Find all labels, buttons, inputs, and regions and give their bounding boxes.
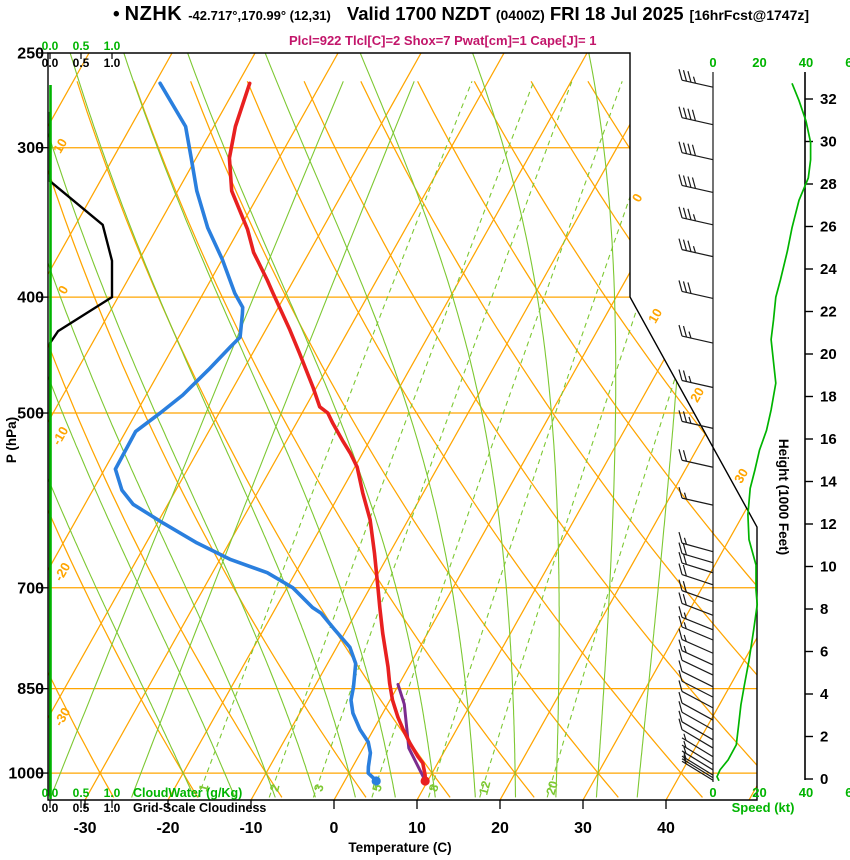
svg-text:0.5: 0.5 xyxy=(73,786,90,800)
forecast-hour: [16hrFcst@1747z] xyxy=(689,7,810,23)
svg-text:Speed (kt): Speed (kt) xyxy=(732,800,795,815)
svg-text:40: 40 xyxy=(799,55,813,70)
valid-time-zulu: (0400Z) xyxy=(495,7,545,23)
svg-text:2: 2 xyxy=(820,729,828,746)
station-id: NZHK xyxy=(124,3,183,25)
svg-text:60: 60 xyxy=(845,785,850,800)
temperature-curve xyxy=(227,81,428,783)
svg-text:10: 10 xyxy=(820,559,837,576)
svg-text:28: 28 xyxy=(820,176,837,193)
dewpoint-curve xyxy=(113,81,379,783)
svg-text:-10: -10 xyxy=(239,820,262,837)
svg-text:20: 20 xyxy=(752,55,766,70)
svg-text:Height (1000 Feet): Height (1000 Feet) xyxy=(776,439,791,555)
svg-text:-20: -20 xyxy=(51,560,73,584)
surface-temperature-dot xyxy=(420,776,430,786)
svg-text:24: 24 xyxy=(820,261,837,278)
svg-text:0.0: 0.0 xyxy=(42,39,59,53)
svg-text:-30: -30 xyxy=(73,820,96,837)
svg-text:20: 20 xyxy=(820,346,837,363)
svg-text:20: 20 xyxy=(752,785,766,800)
svg-text:300: 300 xyxy=(17,140,44,157)
svg-text:Grid-Scale Cloudiness: Grid-Scale Cloudiness xyxy=(133,801,266,815)
svg-text:20: 20 xyxy=(544,779,561,796)
svg-text:Temperature (C): Temperature (C) xyxy=(348,840,451,855)
svg-text:0.0: 0.0 xyxy=(42,56,59,70)
svg-text:0.5: 0.5 xyxy=(73,39,90,53)
svg-text:0: 0 xyxy=(820,771,828,788)
svg-text:40: 40 xyxy=(799,785,813,800)
svg-text:1: 1 xyxy=(196,783,211,793)
svg-text:850: 850 xyxy=(17,681,44,698)
svg-text:40: 40 xyxy=(657,820,675,837)
profiles xyxy=(48,81,430,799)
svg-text:22: 22 xyxy=(820,304,837,321)
svg-text:10: 10 xyxy=(50,136,70,156)
svg-text:30: 30 xyxy=(731,466,751,486)
svg-text:30: 30 xyxy=(820,134,837,151)
svg-text:0: 0 xyxy=(629,191,646,205)
valid-time: Valid 1700 NZDT xyxy=(346,3,491,24)
svg-text:4: 4 xyxy=(820,686,829,703)
svg-text:12: 12 xyxy=(476,779,493,796)
svg-text:0.5: 0.5 xyxy=(73,56,90,70)
station-bullet-icon: • xyxy=(113,4,120,25)
svg-text:250: 250 xyxy=(17,46,44,63)
svg-text:8: 8 xyxy=(426,783,441,793)
svg-text:1.0: 1.0 xyxy=(104,56,121,70)
svg-text:26: 26 xyxy=(820,219,837,236)
skewt-grid xyxy=(48,53,757,800)
svg-text:-20: -20 xyxy=(156,820,179,837)
speed-curve xyxy=(716,82,812,782)
svg-text:30: 30 xyxy=(574,820,592,837)
svg-text:12: 12 xyxy=(820,516,837,533)
svg-text:400: 400 xyxy=(17,290,44,307)
station-coordinates: -42.717°,170.99° (12,31) xyxy=(188,8,331,23)
svg-text:0: 0 xyxy=(709,785,716,800)
chart-header: • NZHK -42.717°,170.99° (12,31) Valid 17… xyxy=(113,3,809,26)
wind-barbs-group xyxy=(678,69,714,781)
valid-date: FRI 18 Jul 2025 xyxy=(549,3,684,24)
svg-text:5: 5 xyxy=(370,783,385,793)
svg-text:2: 2 xyxy=(267,783,282,793)
svg-text:60: 60 xyxy=(845,55,850,70)
parcel-curve xyxy=(396,682,427,783)
svg-text:0: 0 xyxy=(330,820,339,837)
svg-text:20: 20 xyxy=(687,385,707,405)
svg-text:0: 0 xyxy=(55,283,72,297)
svg-text:32: 32 xyxy=(820,91,837,108)
svg-text:700: 700 xyxy=(17,580,44,597)
svg-text:-10: -10 xyxy=(49,424,71,448)
svg-text:10: 10 xyxy=(408,820,426,837)
surface-dewpoint-dot xyxy=(371,776,381,786)
svg-text:CloudWater (g/Kg): CloudWater (g/Kg) xyxy=(133,786,242,800)
svg-text:1000: 1000 xyxy=(8,766,44,783)
svg-text:16: 16 xyxy=(820,431,837,448)
svg-text:1.0: 1.0 xyxy=(104,39,121,53)
svg-text:500: 500 xyxy=(17,406,44,423)
svg-text:P (hPa): P (hPa) xyxy=(4,417,19,463)
svg-text:14: 14 xyxy=(820,474,837,491)
svg-text:0.0: 0.0 xyxy=(42,786,59,800)
svg-text:0: 0 xyxy=(709,55,716,70)
svg-text:3: 3 xyxy=(311,783,326,793)
wind-panel xyxy=(678,69,813,782)
svg-text:6: 6 xyxy=(820,644,828,661)
svg-text:1.0: 1.0 xyxy=(104,786,121,800)
svg-text:10: 10 xyxy=(645,306,665,326)
svg-text:18: 18 xyxy=(820,389,837,406)
svg-text:20: 20 xyxy=(491,820,509,837)
svg-text:8: 8 xyxy=(820,601,828,618)
svg-text:-30: -30 xyxy=(51,705,73,729)
sounding-parameters: Plcl=922 Tlcl[C]=2 Shox=7 Pwat[cm]=1 Cap… xyxy=(289,33,597,48)
